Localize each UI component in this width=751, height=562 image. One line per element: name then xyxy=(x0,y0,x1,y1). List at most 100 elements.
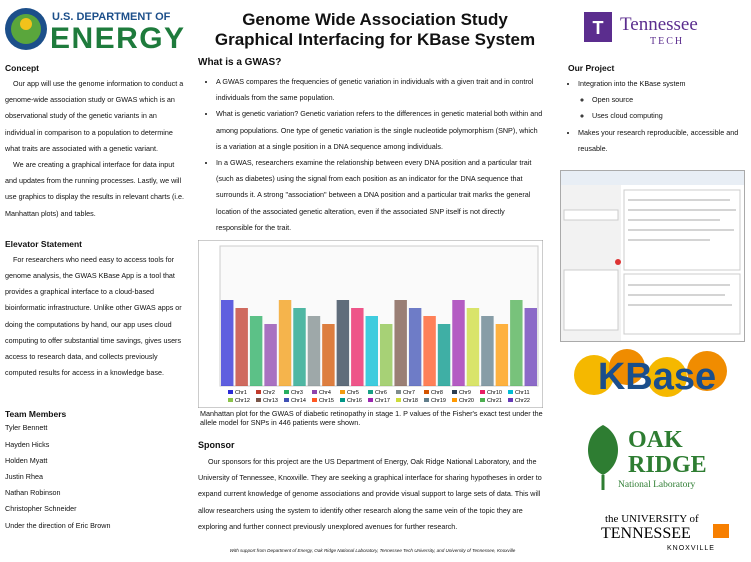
footer: With support from Department of Energy, … xyxy=(229,548,516,553)
chromosome-band xyxy=(495,324,509,386)
legend-swatch xyxy=(508,398,513,402)
legend-label: Chr18 xyxy=(403,398,418,404)
doe-logo: U.S. DEPARTMENT OF ENERGY xyxy=(5,8,184,54)
paragraph: For researchers who need easy to access … xyxy=(5,254,182,378)
chromosome-band xyxy=(481,316,494,386)
team-member: Nathan Robinson xyxy=(5,488,61,498)
bullet: Integration into the KBase system Open so… xyxy=(578,76,743,125)
team-list: Tyler Bennett Hayden Hicks Holden Myatt Jus… xyxy=(5,420,185,533)
legend-swatch xyxy=(480,390,485,394)
heading: Elevator Statement xyxy=(5,238,82,249)
chromosome-band xyxy=(408,308,422,386)
legend-swatch xyxy=(284,398,289,402)
title-line: Graphical Interfacing for KBase System xyxy=(214,30,536,49)
legend-swatch xyxy=(340,398,345,402)
ttu-line2: TECH xyxy=(650,36,684,47)
chromosome-band xyxy=(351,308,364,386)
legend-label: Chr16 xyxy=(347,398,362,404)
legend-swatch xyxy=(312,390,317,394)
legend-label: Chr13 xyxy=(263,398,278,404)
ornl-line1: OAK xyxy=(628,427,683,453)
chromosome-band xyxy=(336,300,350,386)
legend-label: Chr7 xyxy=(403,390,415,396)
ornl-logo: OAK RIDGE National Laboratory xyxy=(588,425,707,490)
bullet: In a GWAS, researchers examine the relat… xyxy=(216,155,543,236)
legend-swatch xyxy=(424,398,429,402)
legend-label: Chr21 xyxy=(487,398,502,404)
team-member: Hayden Hicks xyxy=(5,439,50,449)
legend-label: Chr8 xyxy=(431,390,443,396)
bullet: A GWAS compares the frequencies of genet… xyxy=(216,74,543,106)
legend-swatch xyxy=(256,390,261,394)
paragraph: Our app will use the genome information … xyxy=(5,79,184,153)
paragraph: We are creating a graphical interface fo… xyxy=(5,160,184,218)
legend-swatch xyxy=(368,390,373,394)
team-member: Justin Rhea xyxy=(5,472,43,482)
legend-swatch xyxy=(228,390,233,394)
team-member: Holden Myatt xyxy=(5,455,48,465)
ornl-line3: National Laboratory xyxy=(618,480,696,490)
team-member: Tyler Bennett xyxy=(5,423,48,433)
right-column: Our Project Integration into the KBase s… xyxy=(568,63,743,157)
legend-label: Chr4 xyxy=(319,390,331,396)
chromosome-band xyxy=(278,300,292,386)
ut-line2: TENNESSEE xyxy=(601,525,691,542)
legend-label: Chr10 xyxy=(487,390,502,396)
legend-label: Chr9 xyxy=(459,390,471,396)
bullet: Makes your research reproducible, access… xyxy=(578,125,743,157)
bullet: What is genetic variation? Genetic varia… xyxy=(216,106,543,155)
heading: Sponsor xyxy=(198,440,235,450)
ornl-line2: RIDGE xyxy=(628,452,707,478)
legend-label: Chr20 xyxy=(459,398,474,404)
chromosome-band xyxy=(307,316,321,386)
legend-swatch xyxy=(424,390,429,394)
legend-swatch xyxy=(340,390,345,394)
chromosome-band xyxy=(221,300,234,386)
ttu-logo: T Tennessee TECH xyxy=(584,12,698,47)
heading: Our Project xyxy=(568,63,615,73)
chromosome-band xyxy=(380,324,393,386)
legend-label: Chr11 xyxy=(515,390,530,396)
sub-bullet: Uses cloud computing xyxy=(592,108,743,124)
title-line: Genome Wide Association Study xyxy=(242,10,508,29)
chromosome-band xyxy=(264,324,277,386)
chromosome-band xyxy=(322,324,335,386)
legend-swatch xyxy=(452,390,457,394)
legend-swatch xyxy=(508,390,513,394)
kbase-logo: KBase xyxy=(574,349,727,398)
legend-swatch xyxy=(312,398,317,402)
chromosome-band xyxy=(466,308,480,386)
legend-swatch xyxy=(396,390,401,394)
svg-text:T: T xyxy=(593,18,604,38)
chromosome-band xyxy=(235,308,248,386)
manhattan-plot: Chr1 Chr2 Chr3 Chr4 Chr5 Chr6 Chr7 Chr8 Chr9 Chr1… xyxy=(198,240,543,408)
ut-logo: the UNIVERSITY of TENNESSEE KNOXVILLE xyxy=(601,513,729,552)
legend-label: Chr17 xyxy=(375,398,390,404)
legend-label: Chr3 xyxy=(291,390,303,396)
legend-label: Chr22 xyxy=(515,398,530,404)
chromosome-band xyxy=(452,300,465,386)
paragraph: Our sponsors for this project are the US… xyxy=(198,457,542,531)
legend-label: Chr5 xyxy=(347,390,359,396)
bullet-text: Makes your research reproducible, access… xyxy=(578,127,739,153)
legend-swatch xyxy=(452,398,457,402)
ttu-line1: Tennessee xyxy=(620,14,698,35)
chromosome-band xyxy=(423,316,436,386)
team-member: Under the direction of Eric Brown xyxy=(5,520,111,530)
legend-swatch xyxy=(228,398,233,402)
bullet-text: Integration into the KBase system xyxy=(578,79,686,88)
ut-line1: the UNIVERSITY of xyxy=(605,513,699,525)
chromosome-band xyxy=(524,308,537,386)
legend-swatch xyxy=(480,398,485,402)
legend-label: Chr12 xyxy=(235,398,250,404)
chromosome-band xyxy=(293,308,306,386)
legend-label: Chr14 xyxy=(291,398,306,404)
chromosome-band xyxy=(249,316,263,386)
heading: Concept xyxy=(5,63,39,73)
chromosome-band xyxy=(437,324,451,386)
app-screenshot xyxy=(560,170,745,342)
legend-swatch xyxy=(256,398,261,402)
gwas-bullets: A GWAS compares the frequencies of genet… xyxy=(198,74,543,236)
legend-swatch xyxy=(396,398,401,402)
